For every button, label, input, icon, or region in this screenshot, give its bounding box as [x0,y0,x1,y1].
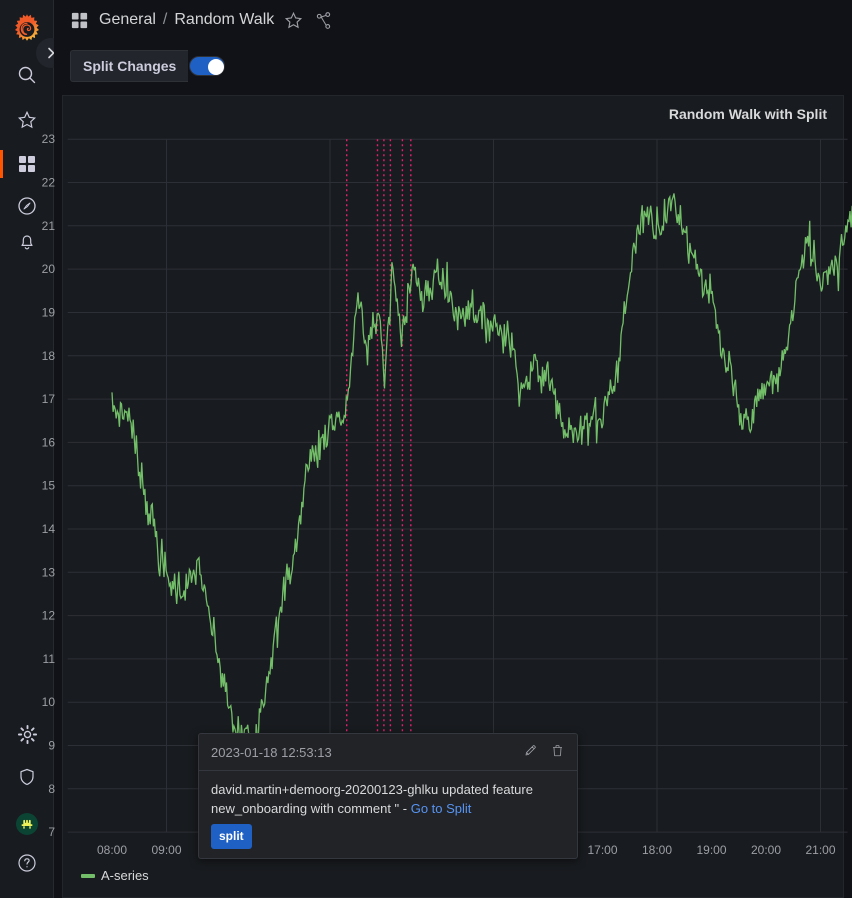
svg-text:15: 15 [42,479,56,493]
svg-text:14: 14 [42,522,56,536]
svg-text:8: 8 [48,782,55,796]
svg-text:09:00: 09:00 [151,843,181,857]
svg-text:7: 7 [48,825,55,839]
svg-text:18: 18 [42,349,56,363]
svg-text:23: 23 [42,132,56,146]
svg-text:11: 11 [43,652,56,666]
svg-text:13: 13 [42,565,56,579]
svg-text:20: 20 [42,262,56,276]
svg-text:17:00: 17:00 [587,843,617,857]
svg-text:17: 17 [42,392,56,406]
svg-text:08:00: 08:00 [97,843,127,857]
svg-text:20:00: 20:00 [751,843,781,857]
svg-text:19: 19 [42,306,56,320]
svg-text:21:00: 21:00 [805,843,835,857]
svg-text:22: 22 [42,176,56,190]
svg-text:21: 21 [42,219,56,233]
svg-text:10: 10 [42,695,56,709]
svg-text:9: 9 [48,739,55,753]
svg-text:12: 12 [42,609,56,623]
svg-text:18:00: 18:00 [642,843,672,857]
svg-text:19:00: 19:00 [696,843,726,857]
svg-text:16: 16 [42,435,56,449]
